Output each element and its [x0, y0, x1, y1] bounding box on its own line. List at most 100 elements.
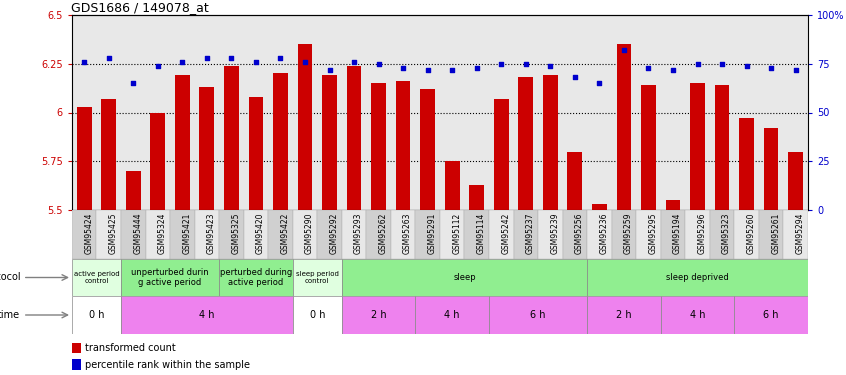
Bar [170, 210, 195, 259]
Bar [519, 77, 533, 210]
Point [200, 55, 213, 61]
Bar [391, 210, 415, 259]
Point [126, 80, 140, 86]
Text: GSM95112: GSM95112 [452, 212, 461, 254]
Bar [420, 89, 435, 210]
Point [519, 61, 532, 67]
Bar [347, 66, 361, 210]
Bar [587, 296, 661, 334]
Text: GSM95242: GSM95242 [501, 212, 510, 254]
Text: GSM95236: GSM95236 [599, 212, 608, 254]
Bar [587, 210, 612, 259]
Bar [293, 259, 342, 296]
Bar [715, 85, 729, 210]
Bar [440, 210, 464, 259]
Text: GDS1686 / 149078_at: GDS1686 / 149078_at [71, 1, 209, 14]
Bar [783, 210, 808, 259]
Text: transformed count: transformed count [85, 343, 176, 352]
Point [764, 64, 777, 70]
Bar [764, 128, 778, 210]
Text: 2 h: 2 h [616, 310, 632, 320]
Text: 6 h: 6 h [763, 310, 779, 320]
Point [347, 59, 360, 65]
Text: GSM95114: GSM95114 [477, 212, 486, 254]
Text: 4 h: 4 h [689, 310, 706, 320]
Text: 0 h: 0 h [310, 310, 325, 320]
Point [543, 63, 557, 69]
Point [102, 55, 115, 61]
Text: GSM95425: GSM95425 [108, 212, 118, 254]
Text: 4 h: 4 h [199, 310, 215, 320]
Text: time: time [0, 310, 20, 320]
Bar [72, 343, 80, 352]
Bar [612, 210, 636, 259]
Point [715, 61, 728, 67]
Text: GSM95290: GSM95290 [305, 212, 314, 254]
Point [77, 59, 91, 65]
Bar [563, 210, 587, 259]
Point [151, 63, 164, 69]
Bar [489, 210, 514, 259]
Text: perturbed during
active period: perturbed during active period [220, 268, 292, 287]
Bar [342, 296, 415, 334]
Text: GSM95263: GSM95263 [403, 212, 412, 254]
Text: 2 h: 2 h [371, 310, 387, 320]
Text: GSM95444: GSM95444 [133, 212, 142, 254]
Point [788, 67, 802, 73]
Bar [641, 85, 656, 210]
Bar [661, 296, 734, 334]
Bar [72, 359, 80, 370]
Bar [322, 75, 337, 210]
Text: GSM95423: GSM95423 [206, 212, 216, 254]
Bar [685, 210, 710, 259]
Point [690, 61, 704, 67]
Bar [489, 296, 587, 334]
Bar [470, 184, 484, 210]
Text: GSM95291: GSM95291 [427, 212, 437, 254]
Bar [445, 161, 459, 210]
Bar [464, 210, 489, 259]
Text: GSM95420: GSM95420 [255, 212, 265, 254]
Point [224, 55, 238, 61]
Point [494, 61, 508, 67]
Point [396, 64, 409, 70]
Bar [690, 83, 705, 210]
Point [617, 47, 630, 53]
Bar [72, 210, 96, 259]
Bar [72, 259, 121, 296]
Point [249, 59, 262, 65]
Bar [710, 210, 734, 259]
Bar [568, 152, 582, 210]
Text: GSM95256: GSM95256 [575, 212, 584, 254]
Point [470, 64, 483, 70]
Text: GSM95260: GSM95260 [746, 212, 755, 254]
Bar [514, 210, 538, 259]
Bar [273, 74, 288, 210]
Bar [415, 210, 440, 259]
Bar [121, 210, 146, 259]
Text: GSM95294: GSM95294 [795, 212, 805, 254]
Bar [96, 210, 121, 259]
Bar [342, 259, 587, 296]
Bar [317, 210, 342, 259]
Point [371, 61, 385, 67]
Bar [151, 112, 165, 210]
Point [568, 74, 581, 80]
Bar [126, 171, 140, 210]
Point [666, 67, 679, 73]
Bar [734, 210, 759, 259]
Text: GSM95421: GSM95421 [182, 212, 191, 254]
Bar [396, 81, 410, 210]
Bar [617, 44, 631, 210]
Point [273, 55, 287, 61]
Bar [734, 296, 808, 334]
Text: 0 h: 0 h [89, 310, 104, 320]
Bar [293, 210, 317, 259]
Point [298, 59, 311, 65]
Point [175, 59, 189, 65]
Bar [543, 75, 558, 210]
Text: GSM95293: GSM95293 [354, 212, 363, 254]
Text: unperturbed durin
g active period: unperturbed durin g active period [131, 268, 209, 287]
Bar [268, 210, 293, 259]
Text: GSM95259: GSM95259 [624, 212, 633, 254]
